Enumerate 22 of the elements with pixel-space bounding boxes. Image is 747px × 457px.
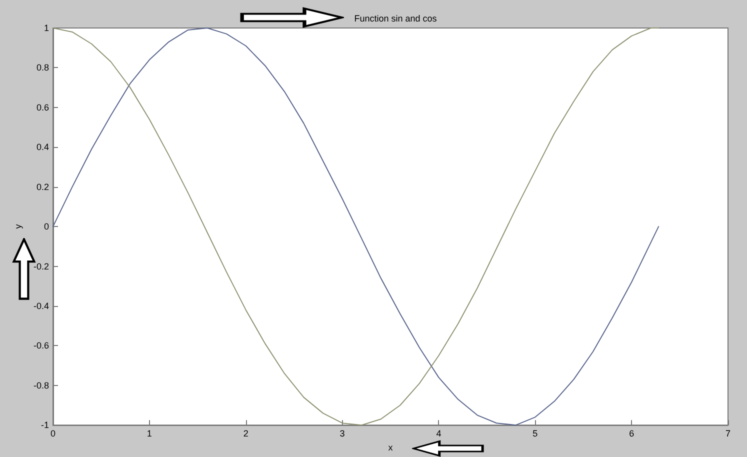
y-tick-label: 1 [44, 23, 49, 33]
x-axis-title: x [388, 442, 394, 452]
y-tick-label: -0.4 [33, 300, 49, 311]
y-tick-label: 0 [44, 222, 49, 232]
x-tick-label: 4 [436, 428, 442, 439]
y-tick-label: 0.6 [36, 102, 49, 112]
x-tick-label: 0 [50, 428, 56, 439]
y-tick-label: 0.2 [36, 182, 49, 192]
y-tick-label: 0.8 [36, 62, 49, 73]
y-tick-label: -0.2 [33, 261, 49, 272]
y-tick-label: -0.8 [33, 380, 49, 390]
x-tick-label: 3 [340, 428, 345, 439]
y-tick-label: -1 [40, 420, 49, 430]
x-tick-label: 6 [629, 428, 634, 439]
chart-title: Function sin and cos [354, 14, 438, 24]
x-tick-label: 1 [146, 428, 152, 439]
x-tick-label: 7 [725, 428, 731, 439]
x-tick-label: 2 [243, 428, 248, 439]
y-tick-label: 0.4 [36, 142, 49, 152]
y-axis-title: y [13, 224, 24, 229]
y-tick-label: -0.6 [33, 340, 49, 351]
x-tick-label: 5 [532, 428, 538, 439]
